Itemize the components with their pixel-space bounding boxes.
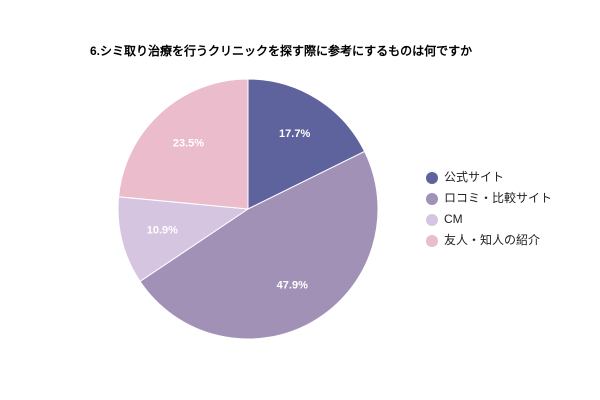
- legend-marker: [426, 172, 438, 184]
- legend-label: 友人・知人の紹介: [444, 233, 540, 247]
- value-label: 23.5%: [173, 138, 204, 150]
- pie-slice: [118, 78, 249, 210]
- chart-title: 6.シミ取り治療を行うクリニックを探す際に参考にするものは何ですか: [90, 43, 472, 58]
- legend-marker: [426, 193, 438, 205]
- legend-label: 公式サイト: [444, 170, 504, 184]
- value-label: 17.7%: [279, 128, 310, 140]
- legend-label: ロコミ・比較サイト: [444, 190, 552, 205]
- pie-slice: [139, 150, 379, 340]
- legend-marker: [426, 235, 438, 247]
- value-label: 47.9%: [277, 279, 308, 291]
- pie-slice: [247, 78, 366, 210]
- pie-slice: [117, 196, 250, 283]
- legend-label: CM: [444, 212, 463, 226]
- legend-marker: [426, 214, 438, 226]
- value-label: 10.9%: [147, 225, 178, 237]
